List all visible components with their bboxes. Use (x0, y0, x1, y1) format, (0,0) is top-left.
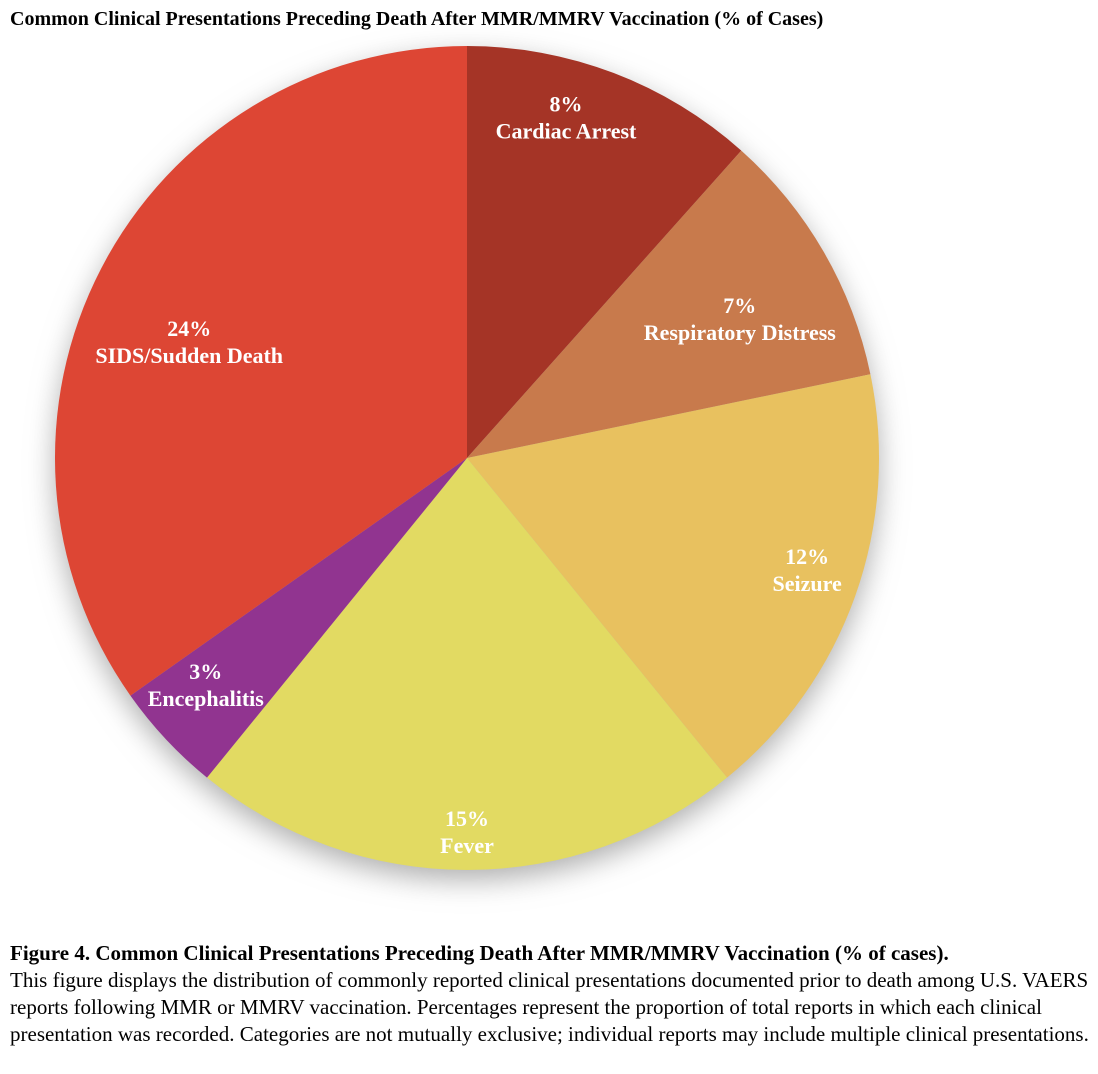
slice-label-fever: 15% Fever (440, 806, 494, 858)
chart-title: Common Clinical Presentations Preceding … (10, 8, 824, 30)
pie-slice-cardiac-arrest (467, 46, 742, 458)
figure-caption: Figure 4. Common Clinical Presentations … (10, 940, 1090, 1048)
pie-slice-sids-sudden-death (54, 45, 468, 696)
pie-slice-seizure (467, 374, 880, 778)
slice-label-sids-sudden-death: 24% SIDS/Sudden Death (95, 316, 283, 368)
pie-slice-respiratory-distress (467, 150, 871, 458)
figure-caption-heading: Figure 4. Common Clinical Presentations … (10, 941, 949, 965)
slice-label-seizure: 12% Seizure (772, 544, 841, 596)
pie-slice-fever (207, 458, 727, 871)
slice-label-encephalitis: 3% Encephalitis (148, 659, 265, 711)
pie-slice-encephalitis (130, 458, 467, 778)
slice-label-respiratory-distress: 7% Respiratory Distress (644, 293, 836, 345)
pie-slices (54, 45, 880, 871)
pie-slice-labels: 8% Cardiac Arrest 7% Respiratory Distress 12… (95, 91, 842, 858)
slice-label-cardiac-arrest: 8% Cardiac Arrest (496, 91, 637, 143)
figure-caption-body: This figure displays the distribution of… (10, 968, 1089, 1046)
